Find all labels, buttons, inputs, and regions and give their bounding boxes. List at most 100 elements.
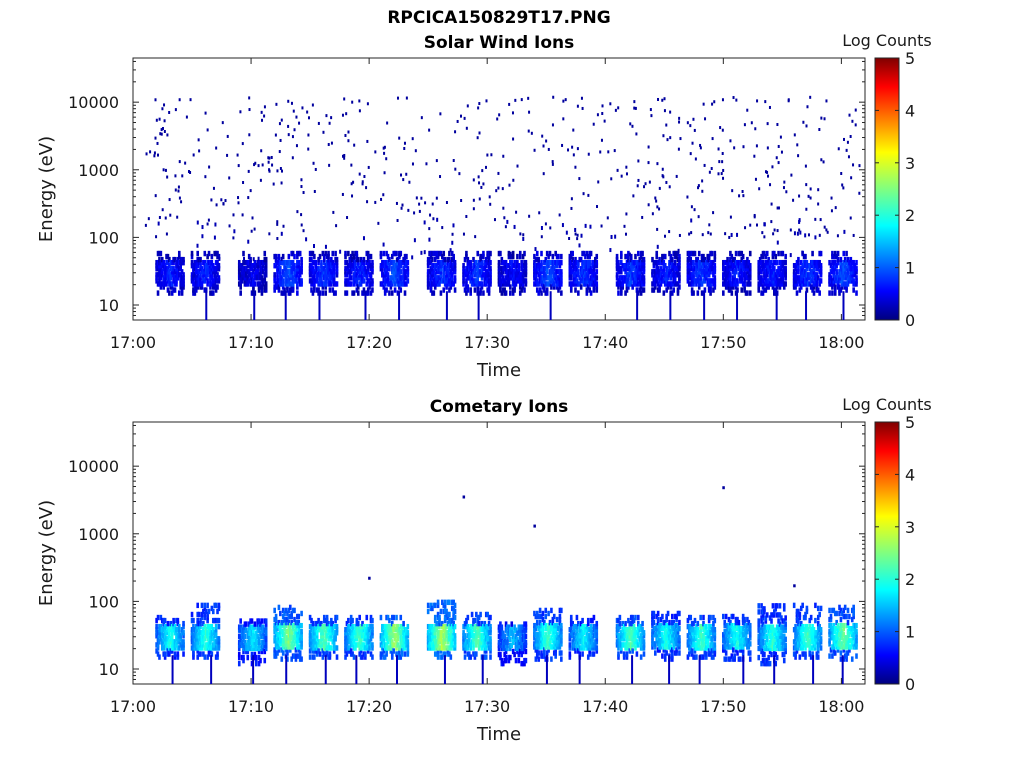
data-cell	[351, 290, 354, 296]
data-cell	[283, 272, 286, 278]
data-cell	[252, 633, 255, 639]
data-cell	[280, 256, 283, 261]
data-cell	[361, 630, 364, 636]
data-cell	[557, 281, 560, 287]
data-cell	[210, 633, 214, 639]
data-cell	[396, 96, 399, 100]
data-cell	[639, 266, 643, 272]
data-cell	[321, 627, 325, 633]
data-cell	[321, 642, 325, 648]
data-cell	[442, 633, 446, 639]
data-cell	[250, 633, 254, 639]
data-cell	[288, 263, 292, 269]
data-cell	[507, 278, 511, 284]
data-cell	[262, 278, 265, 284]
data-cell	[330, 630, 333, 636]
data-cell	[487, 287, 491, 293]
data-cell	[442, 651, 446, 657]
data-cell	[452, 223, 455, 228]
data-cell	[298, 278, 302, 284]
data-cell	[584, 253, 587, 260]
data-cell	[699, 278, 702, 284]
data-cell	[207, 642, 211, 648]
data-cell	[635, 259, 639, 266]
data-cell	[705, 272, 708, 278]
data-cell	[672, 269, 676, 275]
data-cell	[741, 266, 745, 272]
data-cell	[473, 269, 477, 275]
data-cell	[740, 278, 744, 284]
data-cell	[448, 617, 451, 624]
data-cell	[668, 281, 671, 287]
data-cell	[709, 259, 712, 266]
data-cell	[591, 275, 594, 281]
data-cell	[347, 130, 350, 134]
data-cell	[689, 152, 692, 156]
data-cell	[296, 259, 299, 266]
data-cell	[190, 272, 194, 278]
data-cell	[541, 284, 545, 290]
data-cell	[264, 259, 268, 266]
data-cell	[671, 290, 674, 296]
data-cell	[841, 278, 844, 284]
data-cell	[500, 266, 504, 272]
data-cell	[676, 287, 680, 293]
data-cell	[726, 259, 729, 266]
data-cell	[274, 650, 278, 656]
data-cell	[773, 259, 776, 266]
data-cell	[277, 622, 281, 629]
data-cell	[637, 290, 640, 296]
data-cell	[472, 278, 475, 284]
data-cell	[200, 630, 204, 636]
data-cell	[497, 269, 501, 275]
data-cell	[362, 651, 366, 657]
data-cell	[436, 623, 440, 630]
data-cell	[465, 281, 468, 287]
data-cell	[601, 104, 604, 108]
data-cell	[259, 178, 262, 182]
data-cell	[428, 642, 431, 648]
data-cell	[274, 653, 278, 659]
data-cell	[730, 281, 734, 287]
data-cell	[551, 266, 555, 272]
data-cell	[433, 627, 437, 633]
data-cell	[760, 281, 763, 287]
data-cell	[308, 269, 312, 275]
data-cell	[383, 269, 387, 275]
data-cell	[237, 281, 241, 287]
data-cell	[213, 284, 217, 290]
data-cell	[214, 654, 218, 660]
data-cell	[757, 263, 761, 269]
data-cell	[288, 290, 292, 296]
data-cell	[839, 266, 843, 272]
data-cell	[855, 278, 858, 284]
data-cell	[543, 284, 546, 290]
data-cell	[321, 269, 325, 275]
data-cell	[393, 633, 397, 639]
data-cell	[797, 256, 800, 263]
data-cell	[475, 633, 478, 639]
data-cell	[263, 648, 267, 655]
data-cell	[560, 253, 563, 260]
data-cell	[369, 614, 373, 621]
data-cell	[700, 253, 704, 260]
data-cell	[686, 278, 690, 284]
data-cell	[692, 272, 695, 278]
data-cell	[843, 266, 847, 272]
data-cell	[321, 623, 325, 630]
data-cell	[170, 648, 174, 654]
data-cell	[588, 281, 591, 287]
data-cell	[696, 272, 700, 278]
data-cell	[778, 278, 782, 284]
data-cell	[511, 290, 515, 296]
data-cell	[249, 618, 252, 624]
data-cell	[296, 619, 299, 626]
data-cell	[209, 275, 212, 281]
data-cell	[831, 284, 834, 290]
data-cell	[441, 278, 444, 284]
data-cell	[176, 269, 180, 275]
data-cell	[330, 256, 333, 263]
data-cell	[572, 278, 576, 284]
data-cell	[277, 644, 281, 650]
data-cell	[514, 272, 518, 278]
